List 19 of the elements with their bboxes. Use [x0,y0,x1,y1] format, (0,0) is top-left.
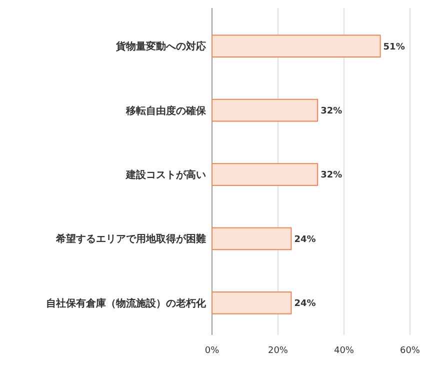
x-tick-label: 20% [268,346,288,356]
bar [212,98,318,122]
bar [212,227,292,250]
y-tick-label: 希望するエリアで用地取得が困難 [55,233,206,246]
x-tick-label: 0% [204,346,220,356]
data-label: 51% [383,42,405,52]
bar [212,291,292,314]
x-tick-label: 60% [400,346,420,356]
data-label: 24% [294,299,316,310]
bar [212,34,381,58]
bar [212,163,318,186]
y-tick-label: 自社保有倉庫（物流施設）の老朽化 [46,297,207,310]
y-tick-label: 貨物量変動への対応 [115,40,207,53]
y-tick-label: 建設コストが高い [125,169,206,181]
data-label: 24% [294,234,316,245]
x-tick-label: 40% [334,346,354,356]
y-tick-label: 移転自由度の確保 [125,104,207,117]
data-label: 32% [320,106,342,116]
data-label: 32% [320,170,342,181]
